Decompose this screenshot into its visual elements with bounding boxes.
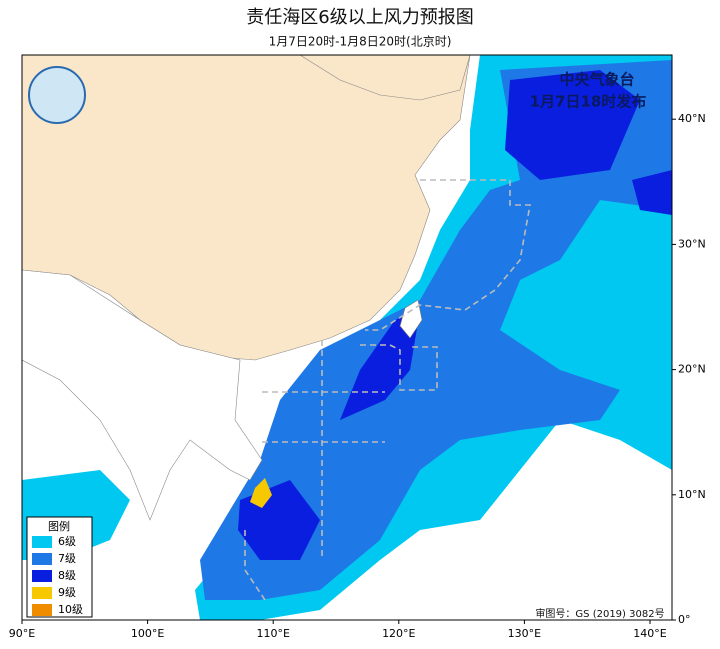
wind-area-7 xyxy=(200,60,672,600)
legend-label: 8级 xyxy=(58,569,76,582)
x-tick-label: 120°E xyxy=(382,627,415,640)
subtitle: 1月7日20时-1月8日20时(北京时) xyxy=(269,35,452,49)
issue-time: 1月7日18时发布 xyxy=(530,93,647,111)
legend-label: 9级 xyxy=(58,586,76,599)
y-tick-label: 20°N xyxy=(678,363,706,376)
sea-area-boundaries xyxy=(244,179,531,601)
legend-label: 6级 xyxy=(58,535,76,548)
legend-title: 图例 xyxy=(48,519,70,533)
legend: 图例 6级 7级 8级 9级 10级 xyxy=(26,516,93,618)
x-tick-label: 90°E xyxy=(9,627,35,640)
wind-area-9 xyxy=(250,478,272,508)
title: 责任海区6级以上风力预报图 xyxy=(246,7,473,28)
legend-swatch xyxy=(32,553,52,565)
x-tick-label: 100°E xyxy=(131,627,164,640)
y-tick-label: 10°N xyxy=(678,488,706,501)
legend-box xyxy=(26,516,93,618)
issuer-agency: 中央气象台 xyxy=(559,71,634,89)
legend-swatch xyxy=(32,587,52,599)
legend-swatch xyxy=(32,604,52,616)
x-tick-label: 110°E xyxy=(256,627,289,640)
land-southeast-asia xyxy=(22,269,263,521)
wind-area-8 xyxy=(632,170,672,215)
map-area xyxy=(22,55,672,620)
wind-area-8 xyxy=(340,310,420,420)
legend-swatch xyxy=(32,570,52,582)
legend-label: 10级 xyxy=(58,603,83,616)
x-tick-label: 130°E xyxy=(508,627,541,640)
y-tick-label: 40°N xyxy=(678,112,706,125)
legend-swatch xyxy=(32,536,52,548)
wind-area-8 xyxy=(505,70,640,180)
y-tick-label: 30°N xyxy=(678,237,706,250)
x-tick-label: 140°E xyxy=(633,627,666,640)
wind-area-6 xyxy=(600,320,672,430)
y-tick-label: 0° xyxy=(678,613,691,626)
land-china xyxy=(22,55,471,361)
land-mongolia xyxy=(299,55,471,101)
land-taiwan xyxy=(399,299,423,339)
review-number: 审图号：GS (2019) 3082号 xyxy=(535,607,664,620)
map-frame xyxy=(21,54,673,621)
legend-label: 7级 xyxy=(58,552,76,565)
logo xyxy=(28,66,86,124)
